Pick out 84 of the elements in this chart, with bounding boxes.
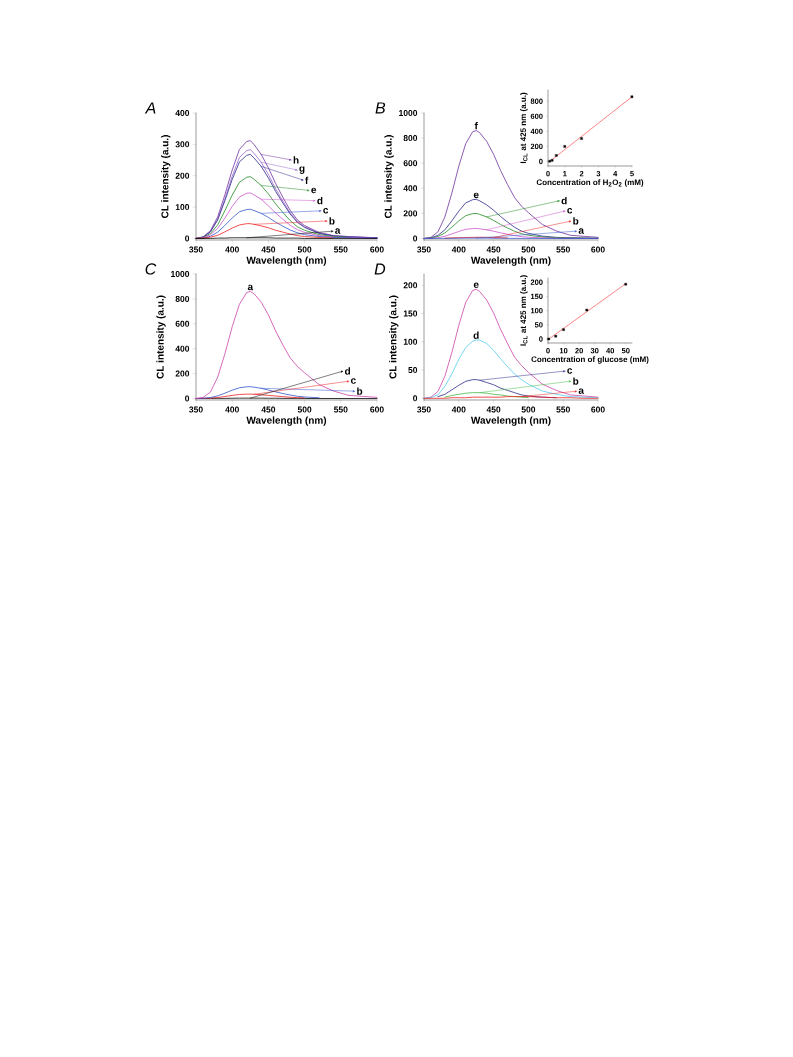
x-tick-label: 450 xyxy=(486,246,501,253)
y-tick-label: 0 xyxy=(413,395,418,402)
x-tick-label: 600 xyxy=(370,246,384,253)
x-tick-label: 350 xyxy=(189,406,203,413)
legend-label: f xyxy=(305,176,309,184)
x-tick-label: 450 xyxy=(261,406,276,413)
x-tick-label: 500 xyxy=(297,246,312,253)
y-tick-label: 200 xyxy=(403,210,418,217)
x-axis-title: Concentration of glucose (mM) xyxy=(531,356,649,364)
chart-title: C xyxy=(145,263,157,275)
series-label: d xyxy=(473,331,479,339)
legend-label: c xyxy=(323,208,329,214)
y-tick-label: 0 xyxy=(413,235,418,242)
y-tick-label: 0 xyxy=(185,235,190,242)
series-label: f xyxy=(474,122,478,130)
legend-label: d xyxy=(317,196,323,205)
y-tick-label: 150 xyxy=(403,310,418,317)
y-axis-title: I$_{CL}$ at 425 nm (a.u.) xyxy=(520,275,528,346)
y-tick-label: 400 xyxy=(403,185,418,192)
y-tick-label: 800 xyxy=(175,295,190,302)
x-axis-title: Wavelength (nm) xyxy=(470,256,551,266)
x-tick-label: 350 xyxy=(417,406,431,413)
series-label: a xyxy=(247,284,254,291)
y-tick-label: 800 xyxy=(403,135,418,142)
x-axis-title: Concentration of H$_{2}$O$_{2}$ (mM) xyxy=(536,179,644,187)
y-tick-label: 200 xyxy=(403,282,418,289)
y-tick-label: 1000 xyxy=(399,109,418,116)
series-label: e xyxy=(473,192,479,199)
legend-label: b xyxy=(329,217,335,225)
x-tick-label: 450 xyxy=(261,246,276,253)
legend-label: a xyxy=(335,228,341,234)
x-tick-label: 500 xyxy=(521,246,536,253)
series-label: e xyxy=(473,282,479,289)
x-tick-label: 550 xyxy=(333,246,348,253)
x-tick-label: 500 xyxy=(297,406,312,413)
x-tick-label: 550 xyxy=(556,246,570,253)
x-tick-label: 400 xyxy=(225,406,239,413)
x-tick-label: 400 xyxy=(451,406,466,413)
y-tick-label: 1000 xyxy=(171,270,190,277)
x-tick-label: 500 xyxy=(521,406,536,413)
chart-title: A xyxy=(144,102,156,114)
y-tick-label: 0 xyxy=(185,395,190,402)
x-tick-label: 350 xyxy=(417,246,431,253)
x-tick-label: 400 xyxy=(225,246,239,253)
x-tick-label: 600 xyxy=(370,406,384,413)
x-axis-title: Wavelength (nm) xyxy=(470,416,551,426)
y-tick-label: 400 xyxy=(175,109,190,116)
y-tick-label: 200 xyxy=(175,172,190,179)
legend-label: h xyxy=(293,156,299,164)
x-tick-label: 400 xyxy=(451,246,466,253)
y-tick-label: 600 xyxy=(175,320,190,327)
legend-label: b xyxy=(573,377,579,385)
y-axis-title: I$_{CL}$ at 425 nm (a.u.) xyxy=(520,92,528,164)
x-tick-label: 350 xyxy=(189,246,203,253)
y-axis-title: CL intensity (a.u.) xyxy=(161,135,171,219)
x-tick-label: 550 xyxy=(556,406,570,413)
chart-title: D xyxy=(374,263,386,275)
legend-label: d xyxy=(561,196,567,205)
legend-label: g xyxy=(299,166,305,174)
legend-label: b xyxy=(573,217,579,225)
y-tick-label: 100 xyxy=(175,204,190,211)
legend-label: a xyxy=(578,228,585,234)
y-tick-label: 600 xyxy=(403,160,418,167)
x-tick-label: 600 xyxy=(591,406,605,413)
legend-label: a xyxy=(578,388,585,394)
y-tick-label: 50 xyxy=(408,367,418,374)
chart-title: B xyxy=(375,102,386,114)
legend-label: c xyxy=(567,368,573,374)
legend-label: c xyxy=(567,208,573,214)
legend-label: c xyxy=(350,378,356,384)
y-tick-label: 200 xyxy=(175,370,190,377)
y-tick-label: 100 xyxy=(403,338,418,345)
y-axis-title: CL intensity (a.u.) xyxy=(156,295,166,379)
x-axis-title: Wavelength (nm) xyxy=(246,416,327,426)
y-tick-label: 300 xyxy=(175,141,190,148)
legend-label: b xyxy=(357,387,363,395)
y-axis-title: CL intensity (a.u.) xyxy=(389,295,399,379)
x-tick-label: 600 xyxy=(591,246,605,253)
x-tick-label: 550 xyxy=(333,406,348,413)
legend-label: d xyxy=(344,367,351,375)
x-axis-title: Wavelength (nm) xyxy=(246,256,327,266)
legend-label: e xyxy=(311,187,317,194)
x-tick-label: 450 xyxy=(486,406,501,413)
y-axis-title: CL intensity (a.u.) xyxy=(384,135,394,219)
